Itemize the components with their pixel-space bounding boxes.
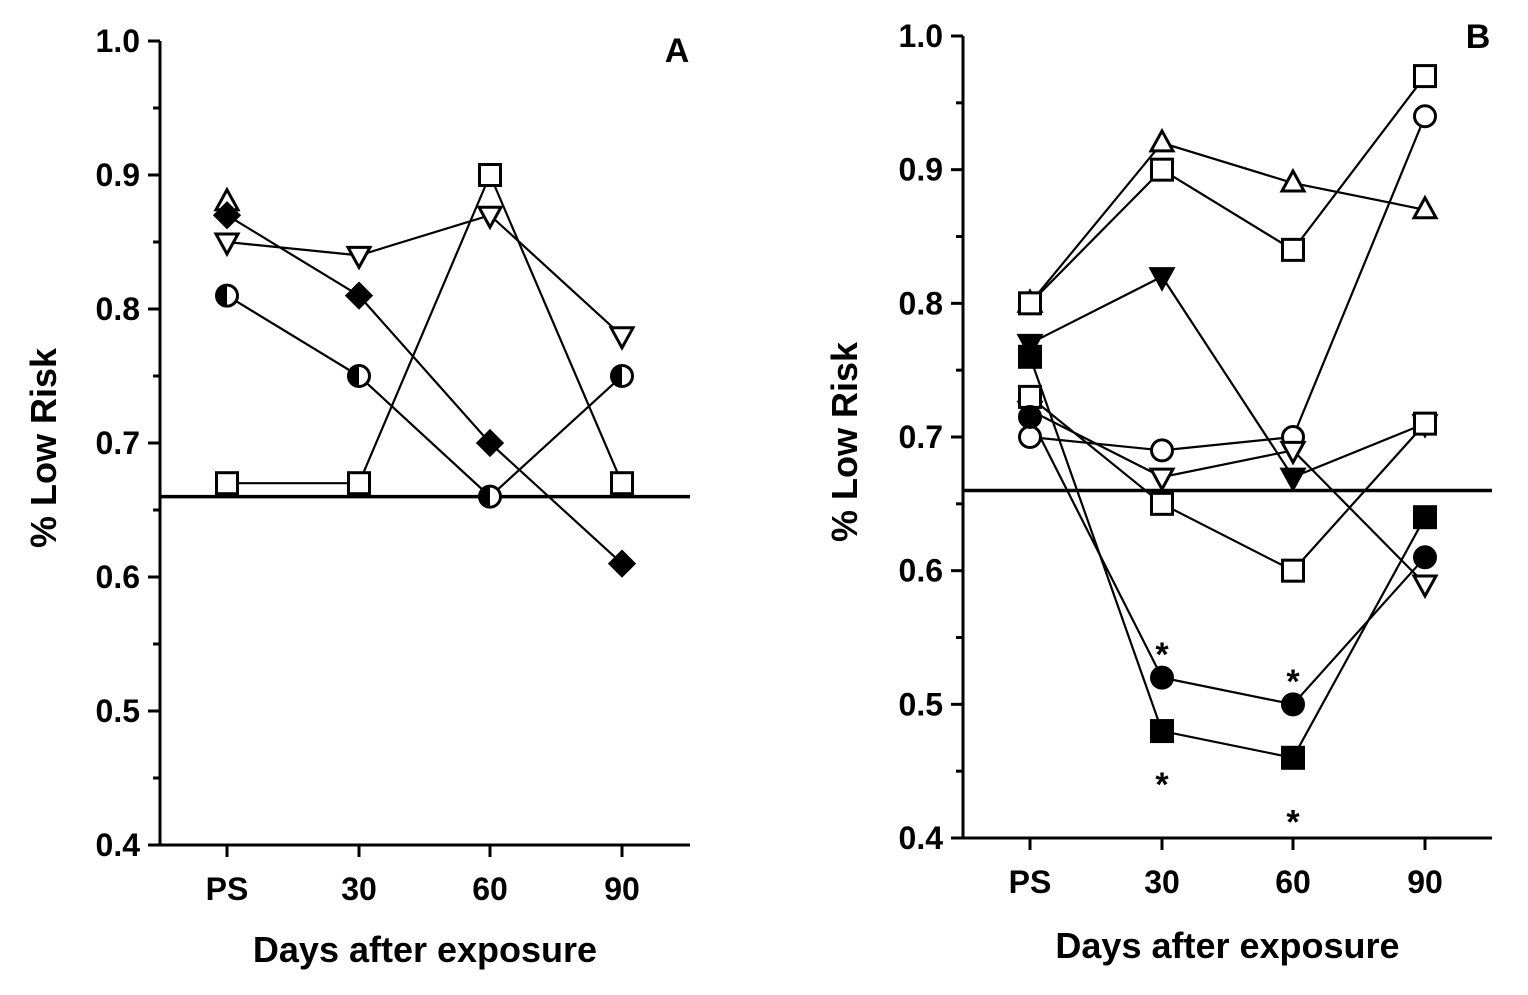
panel-b-point-open-square-high	[1281, 237, 1305, 262]
panel-a-point-open-square	[215, 471, 239, 496]
panel-a-point-half-filled-circle-fill	[611, 365, 622, 387]
panel-b-x-tick-label: 90	[1407, 864, 1443, 900]
panel-b-point-open-triangle-down	[1411, 574, 1439, 600]
panel-a-point-open-triangle-down	[213, 232, 241, 258]
panel-a-y-tick-label: 0.6	[96, 559, 140, 595]
panel-a-y-tick-label: 0.9	[96, 157, 140, 193]
panel-b-point-filled-circle	[1281, 692, 1305, 717]
panel-b-point-filled-circle	[1413, 545, 1437, 570]
panel-a-series-line-filled-diamond	[226, 214, 623, 565]
panel-a-series-line-open-square	[227, 172, 624, 485]
panel-a-point-open-triangle-down	[476, 205, 504, 231]
panel-b-series-line-open-triangle-down	[1029, 409, 1426, 585]
panel-b-point-open-square-low	[1281, 558, 1305, 583]
panel-a-x-axis-title: Days after exposure	[253, 929, 597, 970]
panel-b-point-filled-triangle-down	[1148, 267, 1176, 292]
panel-b-y-tick-label: 0.4	[899, 820, 944, 856]
panel-a-point-open-square	[610, 471, 634, 496]
panel-b-y-tick-label: 1.0	[899, 18, 943, 54]
panel-b-point-open-circle	[1150, 438, 1174, 463]
panel-b-point-filled-square	[1150, 719, 1174, 744]
panel-b-series-line-open-circle	[1029, 115, 1427, 452]
panel-b-point-open-triangle-down	[1148, 467, 1176, 493]
panel-a-point-half-filled-circle	[347, 364, 371, 388]
panel-b-y-axis-title: % Low Risk	[824, 341, 865, 542]
panel-b-y-tick-label: 0.8	[899, 285, 943, 321]
panel-a-point-half-filled-circle	[610, 364, 634, 388]
panel-a-x-tick-label: 90	[604, 871, 640, 907]
panel-a-x-tick-label: 30	[341, 871, 377, 907]
panel-b-significance-marker: *	[1155, 636, 1169, 674]
panel-b-point-open-square-low	[1150, 491, 1174, 516]
panel-a-point-filled-diamond	[475, 428, 505, 458]
panel-b-point-filled-circle	[1018, 404, 1042, 429]
panel-a-point-filled-diamond	[607, 549, 637, 578]
panel-b-x-tick-label: 30	[1144, 864, 1180, 900]
panel-b-point-open-square-high	[1150, 157, 1174, 182]
panel-a-point-open-square	[347, 471, 371, 496]
panel-a-series-line-open-triangle-down	[226, 213, 623, 337]
panel-a-y-tick-label: 0.5	[96, 693, 140, 729]
panel-b-series-line-open-square-low	[1029, 396, 1426, 573]
panel-b-point-open-square-low	[1413, 411, 1437, 436]
panel-b-point-open-square-high	[1018, 291, 1042, 316]
panel-b-series-line-open-square-high	[1029, 75, 1426, 305]
panel-b-point-open-triangle-up	[1279, 167, 1307, 193]
panel-a-point-half-filled-circle-fill	[216, 285, 227, 307]
panel-a-point-half-filled-circle	[215, 283, 239, 308]
panel-b-series-line-open-triangle-up	[1029, 141, 1426, 305]
panel-a-y-axis-title: % Low Risk	[23, 347, 64, 548]
panel-b-point-filled-square	[1413, 505, 1437, 530]
panel-b-point-filled-square	[1018, 344, 1042, 369]
panel-a-point-half-filled-circle-fill	[348, 365, 359, 387]
panel-a-y-tick-label: 0.4	[96, 827, 141, 863]
panel-a-point-open-triangle-down	[608, 326, 636, 351]
panel-b-significance-marker: *	[1286, 663, 1300, 701]
panel-b-point-open-circle	[1018, 425, 1042, 449]
panel-a-point-half-filled-circle	[478, 484, 502, 509]
panel-a-point-open-triangle-down	[345, 245, 373, 271]
panel-b-y-tick-label: 0.6	[899, 553, 943, 589]
panel-a-point-filled-diamond	[344, 281, 374, 310]
panel-b-significance-marker: *	[1155, 766, 1169, 804]
panel-a-x-tick-label: PS	[206, 871, 249, 907]
panel-b-point-open-square-low	[1018, 384, 1042, 409]
panel-a-point-open-square	[478, 163, 502, 187]
panel-b-point-filled-circle	[1150, 665, 1174, 690]
panel-a-y-tick-label: 1.0	[96, 23, 140, 59]
panel-b-point-open-circle	[1413, 104, 1437, 129]
panel-b-point-open-square-high	[1413, 64, 1437, 89]
panel-b-point-filled-triangle-down	[1279, 467, 1307, 493]
panel-a-series-line-half-filled-circle	[226, 294, 623, 499]
panel-b-significance-marker: *	[1286, 803, 1300, 841]
panel-b-series-line-filled-square	[1028, 356, 1426, 760]
panel-b-series-line-filled-triangle-down	[1029, 275, 1426, 479]
panel-b-series-line-filled-circle	[1029, 416, 1426, 706]
panel-b-x-axis-title: Days after exposure	[1055, 925, 1399, 966]
panel-a-y-tick-label: 0.8	[96, 291, 140, 327]
panel-b-y-tick-label: 0.7	[899, 419, 943, 455]
panel-a-point-half-filled-circle-fill	[479, 486, 490, 508]
panel-b-x-tick-label: 60	[1275, 864, 1311, 900]
panel-b-point-open-triangle-up	[1148, 127, 1176, 153]
panel-a-point-filled-diamond	[212, 201, 242, 230]
panel-b-point-open-triangle-down	[1279, 440, 1307, 466]
panel-a-x-tick-label: 60	[472, 871, 508, 907]
panel-a-label: A	[665, 32, 690, 70]
panel-b-x-tick-label: PS	[1009, 864, 1052, 900]
panel-a-y-tick-label: 0.7	[96, 425, 140, 461]
panel-b-point-filled-square	[1281, 745, 1305, 770]
panel-b-y-tick-label: 0.5	[899, 686, 943, 722]
panel-b-y-tick-label: 0.9	[899, 152, 943, 188]
panel-b-point-open-triangle-up	[1411, 194, 1439, 220]
panel-b-label: B	[1466, 18, 1491, 56]
